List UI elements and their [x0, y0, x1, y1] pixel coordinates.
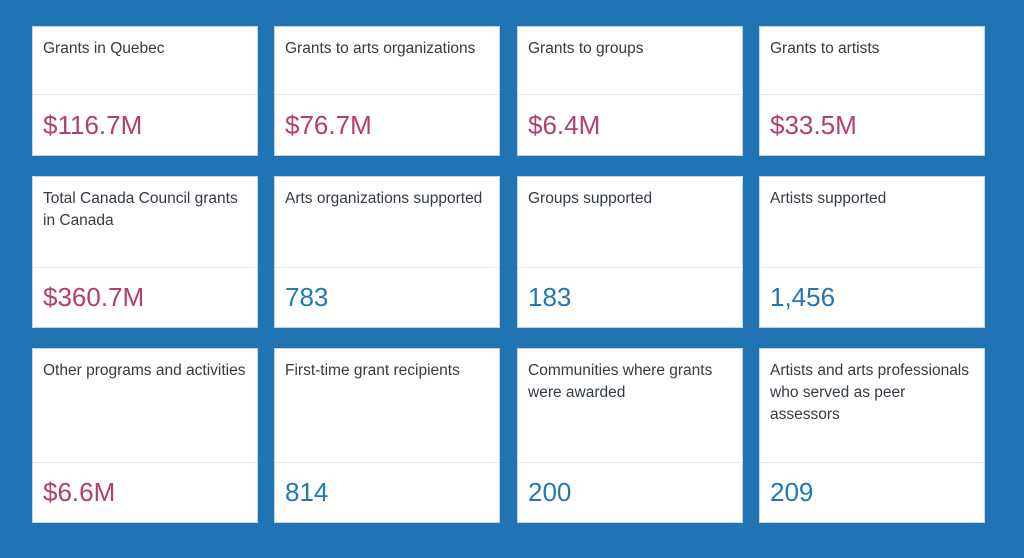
- stat-value: $76.7M: [285, 109, 372, 140]
- stat-card-grants-quebec: Grants in Quebec $116.7M: [32, 26, 258, 156]
- stat-card-total-grants-canada: Total Canada Council grants in Canada $3…: [32, 176, 258, 328]
- stat-card-other-programs: Other programs and activities $6.6M: [32, 348, 258, 523]
- stat-card-communities: Communities where grants were awarded 20…: [517, 348, 743, 523]
- stat-card-artists-supported: Artists supported 1,456: [759, 176, 985, 328]
- stat-value: 814: [285, 477, 329, 507]
- stat-value: $116.7M: [43, 109, 143, 140]
- stat-value: $6.6M: [43, 477, 116, 507]
- stat-card-peer-assessors: Artists and arts professionals who serve…: [759, 348, 985, 523]
- stat-card-first-time-recipients: First-time grant recipients 814: [274, 348, 500, 523]
- stat-card-arts-organizations-supported: Arts organizations supported 783: [274, 176, 500, 328]
- stat-label: Artists supported: [760, 177, 984, 268]
- stat-card-grants-artists: Grants to artists $33.5M: [759, 26, 985, 156]
- stat-value: $33.5M: [770, 109, 857, 140]
- stat-value: $6.4M: [528, 109, 601, 140]
- stat-label: Groups supported: [518, 177, 742, 268]
- stat-value: 200: [528, 477, 572, 507]
- stat-label: Other programs and activities: [33, 349, 257, 463]
- stat-label: Grants to artists: [760, 27, 984, 95]
- stat-label: Communities where grants were awarded: [518, 349, 742, 463]
- stat-label: Grants to arts organizations: [275, 27, 499, 95]
- stat-card-grants-groups: Grants to groups $6.4M: [517, 26, 743, 156]
- stat-card-grants-arts-organizations: Grants to arts organizations $76.7M: [274, 26, 500, 156]
- stat-label: Arts organizations supported: [275, 177, 499, 268]
- stat-label: Grants in Quebec: [33, 27, 257, 95]
- stat-value: 1,456: [770, 282, 836, 312]
- stat-value: 783: [285, 282, 329, 312]
- stat-value: $360.7M: [43, 282, 145, 312]
- stat-label: Grants to groups: [518, 27, 742, 95]
- stat-label: Total Canada Council grants in Canada: [33, 177, 257, 268]
- stat-card-groups-supported: Groups supported 183: [517, 176, 743, 328]
- stat-label: First-time grant recipients: [275, 349, 499, 463]
- stat-value: 209: [770, 477, 814, 507]
- stat-value: 183: [528, 282, 572, 312]
- stat-label: Artists and arts professionals who serve…: [760, 349, 984, 463]
